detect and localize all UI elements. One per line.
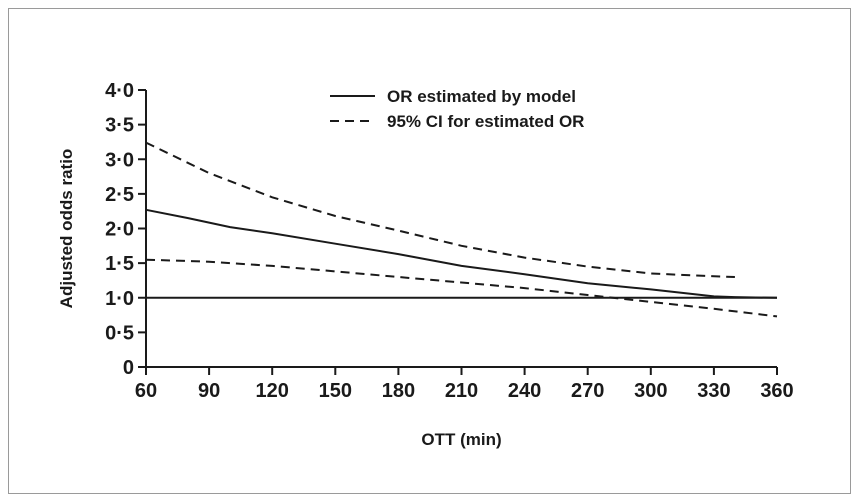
y-tick-label: 1·0: [105, 288, 134, 310]
figure-frame: [8, 8, 851, 494]
y-tick-label: 1·5: [105, 253, 134, 275]
y-tick-label: 3·0: [105, 149, 134, 171]
x-tick-label: 210: [445, 380, 478, 402]
axes: 0 0·5 1·0 1·5 2·0 2·5 3·0 3·5 4·0 60 90 120 150 180 21…: [105, 80, 794, 402]
legend-label: 95% CI for estimated OR: [387, 112, 584, 131]
y-tick-label: 0: [123, 357, 134, 379]
legend: OR estimated by model 95% CI for estimate…: [330, 87, 584, 131]
x-tick-label: 300: [634, 380, 667, 402]
x-tick-label: 180: [382, 380, 415, 402]
y-tick-label: 4·0: [105, 80, 134, 102]
x-axis-title: OTT (min): [421, 430, 501, 449]
y-tick-label: 2·0: [105, 219, 134, 241]
or-estimate-line: [145, 208, 778, 299]
x-tick-label: 240: [508, 380, 541, 402]
y-tick-label: 3·5: [105, 115, 134, 137]
x-tick-label: 330: [697, 380, 730, 402]
x-tick-label: 120: [256, 380, 289, 402]
series-group: [145, 141, 778, 318]
x-tick-label: 60: [135, 380, 157, 402]
x-tick-label: 270: [571, 380, 604, 402]
legend-label: OR estimated by model: [387, 87, 576, 106]
ci-lower-line: [145, 258, 778, 318]
x-tick-label: 360: [760, 380, 793, 402]
y-axis-title: Adjusted odds ratio: [57, 149, 76, 309]
x-tick-label: 90: [198, 380, 220, 402]
x-tick-label: 150: [319, 380, 352, 402]
ci-upper-line: [145, 141, 735, 278]
y-tick-label: 2·5: [105, 184, 134, 206]
y-tick-label: 0·5: [105, 322, 134, 344]
